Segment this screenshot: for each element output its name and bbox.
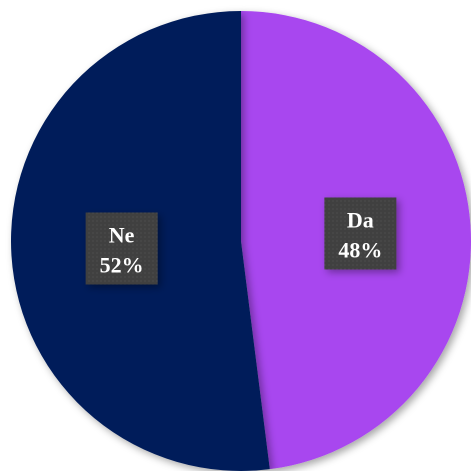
slice-label-value: 52% <box>100 253 144 278</box>
labels-layer: Da 48% Ne 52% <box>85 197 397 285</box>
slice-label-value: 48% <box>338 237 382 262</box>
data-label-box <box>85 212 158 285</box>
slices-layer <box>10 11 471 471</box>
data-label-ne: Ne 52% <box>85 212 158 285</box>
data-label-da: Da 48% <box>324 197 397 270</box>
slice-label-name: Ne <box>109 223 135 248</box>
slice-label-name: Da <box>347 207 374 232</box>
data-label-box <box>324 197 397 270</box>
